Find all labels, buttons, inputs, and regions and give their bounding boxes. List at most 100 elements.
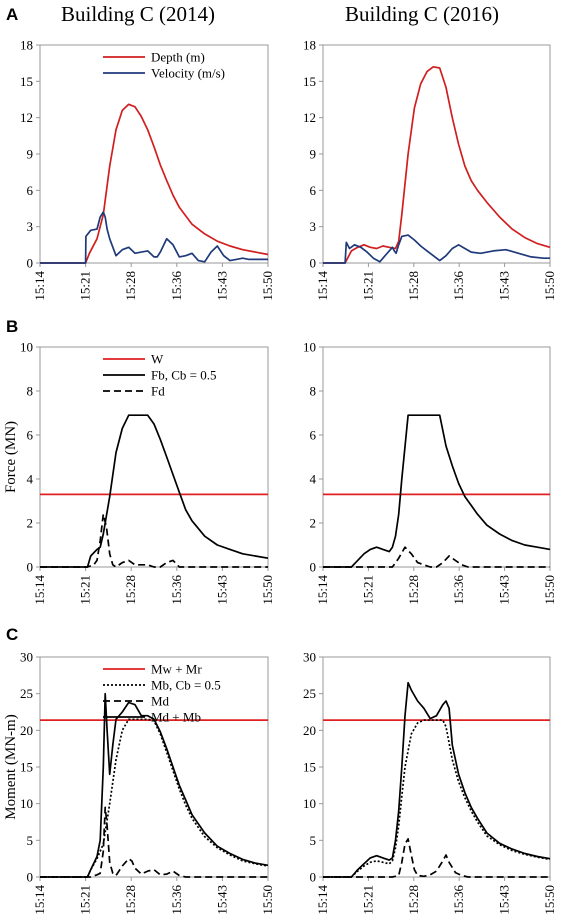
chart-c-2014: 0 5 10 15 20 25 30 15:14 15:21 15:28 15:36 15:43 15:…	[3, 650, 275, 915]
series-line-mb-cb-0-5	[40, 718, 269, 878]
x-tick-label: 15:50	[542, 271, 557, 301]
legend: WFb, Cb = 0.5Fd	[103, 352, 216, 399]
y-tick-label: 10	[303, 796, 316, 811]
x-tick-label: 15:21	[360, 271, 375, 301]
plot-frame	[322, 346, 551, 568]
chart-b-2016: 0 2 4 6 8 10 15:14 15:21 15:28 15:36 15:43 15:50	[303, 340, 557, 605]
x-tick-label: 15:21	[360, 575, 375, 605]
y-axis-label: Force (MN)	[3, 421, 19, 493]
x-tick-label: 15:50	[542, 575, 557, 605]
legend-label-md-mb: Md + Mb	[151, 710, 201, 725]
plot-frame	[322, 656, 551, 878]
y-tick-label: 8	[310, 384, 317, 399]
series-line-md	[40, 806, 268, 878]
y-tick-label: 30	[303, 650, 316, 665]
x-tick-label: 15:50	[260, 575, 275, 605]
y-tick-label: 9	[27, 147, 34, 162]
series-line-depth-m	[40, 103, 269, 264]
x-tick-label: 15:43	[497, 575, 512, 605]
y-tick-label: 8	[27, 384, 34, 399]
y-tick-label: 6	[27, 428, 34, 443]
chart-a-2014: 0 3 6 9 12 15 18 15:14 15:21 15:28 15:36 15:43 15:50…	[20, 38, 275, 301]
legend-label-velocity-m-s: Velocity (m/s)	[151, 66, 225, 81]
x-tick-label: 15:28	[123, 885, 138, 915]
y-tick-label: 6	[27, 183, 34, 198]
plot-frame	[322, 44, 551, 264]
plots-layer: 0 3 6 9 12 15 18 15:14 15:21 15:28 15:36 15:43 15:50…	[3, 38, 557, 915]
y-tick-label: 15	[20, 74, 33, 89]
y-tick-label: 30	[20, 650, 33, 665]
x-tick-label: 15:28	[406, 271, 421, 301]
series-line-mb-cb-0-5	[323, 719, 551, 878]
x-tick-label: 15:36	[451, 271, 466, 301]
x-tick-label: 15:43	[497, 271, 512, 301]
x-tick-label: 15:50	[260, 271, 275, 301]
x-tick-label: 15:43	[214, 575, 229, 605]
legend: Depth (m)Velocity (m/s)	[103, 50, 225, 81]
panel-label-b: B	[6, 317, 18, 336]
legend-label-w: W	[151, 352, 164, 367]
panel-label-c: C	[6, 625, 18, 644]
y-tick-label: 10	[20, 340, 33, 355]
x-tick-label: 15:21	[78, 575, 93, 605]
x-tick-label: 15:14	[32, 575, 47, 605]
y-tick-label: 25	[303, 686, 316, 701]
x-tick-label: 15:14	[315, 271, 330, 301]
y-tick-label: 5	[310, 833, 317, 848]
y-tick-label: 15	[303, 760, 316, 775]
x-tick-label: 15:14	[315, 885, 330, 915]
chart-c-2016: 0 5 10 15 20 25 30 15:14 15:21 15:28 15:36 15:43 15:…	[303, 650, 557, 915]
panel-label-a: A	[6, 5, 18, 24]
series-line-fd	[323, 546, 550, 568]
y-tick-label: 6	[310, 428, 317, 443]
x-tick-label: 15:14	[315, 575, 330, 605]
x-tick-label: 15:21	[78, 271, 93, 301]
legend-label-fd: Fd	[151, 384, 165, 399]
series-line-fb-cb-0-5	[40, 414, 269, 568]
y-tick-label: 3	[310, 219, 317, 234]
y-tick-label: 12	[303, 110, 316, 125]
x-tick-label: 15:21	[78, 885, 93, 915]
x-tick-label: 15:14	[32, 885, 47, 915]
x-tick-label: 15:28	[123, 575, 138, 605]
series-line-velocity-m-s	[40, 211, 268, 264]
y-tick-label: 0	[27, 256, 34, 271]
column-title-2014: Building C (2014)	[61, 2, 215, 26]
y-tick-label: 3	[27, 219, 34, 234]
y-tick-label: 10	[303, 340, 316, 355]
y-tick-label: 12	[20, 110, 33, 125]
y-tick-label: 0	[310, 256, 317, 271]
x-tick-label: 15:28	[406, 575, 421, 605]
y-tick-label: 0	[310, 870, 317, 885]
x-tick-label: 15:21	[360, 885, 375, 915]
x-tick-label: 15:36	[451, 885, 466, 915]
legend-label-mb-cb-0-5: Mb, Cb = 0.5	[151, 678, 221, 693]
x-tick-label: 15:43	[497, 885, 512, 915]
series-line-md-mb	[323, 681, 551, 878]
y-tick-label: 0	[27, 870, 34, 885]
x-tick-label: 15:43	[214, 885, 229, 915]
column-title-2016: Building C (2016)	[345, 2, 499, 26]
x-tick-label: 15:50	[260, 885, 275, 915]
chart-b-2014: 0 2 4 6 8 10 15:14 15:21 15:28 15:36 15:43 15:50 For…	[3, 340, 275, 605]
y-tick-label: 20	[20, 723, 33, 738]
y-tick-label: 2	[310, 516, 317, 531]
legend-label-fb-cb-0-5: Fb, Cb = 0.5	[151, 368, 216, 383]
series-line-md	[323, 838, 550, 878]
y-tick-label: 0	[27, 560, 34, 575]
legend-label-md: Md	[151, 694, 170, 709]
y-tick-label: 18	[20, 38, 33, 53]
y-tick-label: 6	[310, 183, 317, 198]
y-tick-label: 20	[303, 723, 316, 738]
legend-label-depth-m: Depth (m)	[151, 50, 205, 65]
series-line-md-mb	[40, 692, 269, 878]
series-line-fd	[40, 513, 268, 568]
x-tick-label: 15:28	[406, 885, 421, 915]
x-tick-label: 15:14	[32, 271, 47, 301]
series-line-velocity-m-s	[323, 234, 550, 264]
y-tick-label: 10	[20, 796, 33, 811]
series-line-fb-cb-0-5	[323, 414, 551, 568]
y-tick-label: 4	[310, 472, 317, 487]
y-tick-label: 0	[310, 560, 317, 575]
